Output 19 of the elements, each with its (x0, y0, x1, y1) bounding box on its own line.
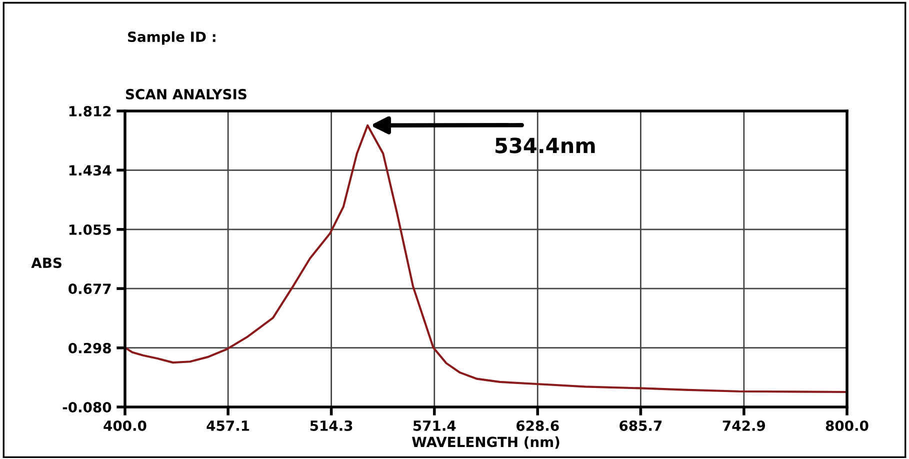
x-tick-label: 742.9 (722, 420, 766, 431)
x-tick-label: 628.6 (516, 420, 559, 431)
y-tick-label: 1.434 (69, 165, 112, 176)
x-tick-label: 571.4 (413, 420, 456, 431)
chart-title: SCAN ANALYSIS (126, 88, 246, 100)
x-tick-label: 400.0 (104, 420, 146, 431)
y-tick-label: 0.677 (68, 284, 111, 294)
x-tick-label: 457.1 (206, 420, 250, 431)
x-tick-label: 800.0 (826, 420, 868, 431)
y-tick-label: 0.298 (68, 342, 111, 354)
line-series (125, 124, 847, 394)
x-tick-label: 685.7 (620, 420, 662, 431)
y-tick-label: -0.080 (62, 402, 112, 412)
text: Sample ID : (128, 31, 216, 45)
x-axis-title: WAVELENGTH (nm) (412, 436, 560, 449)
y-tick-label: 1.812 (69, 106, 111, 116)
y-tick-label: 1.055 (69, 224, 111, 235)
y-axis-title: ABS (31, 258, 62, 268)
x-tick-label: 514.3 (310, 420, 352, 431)
